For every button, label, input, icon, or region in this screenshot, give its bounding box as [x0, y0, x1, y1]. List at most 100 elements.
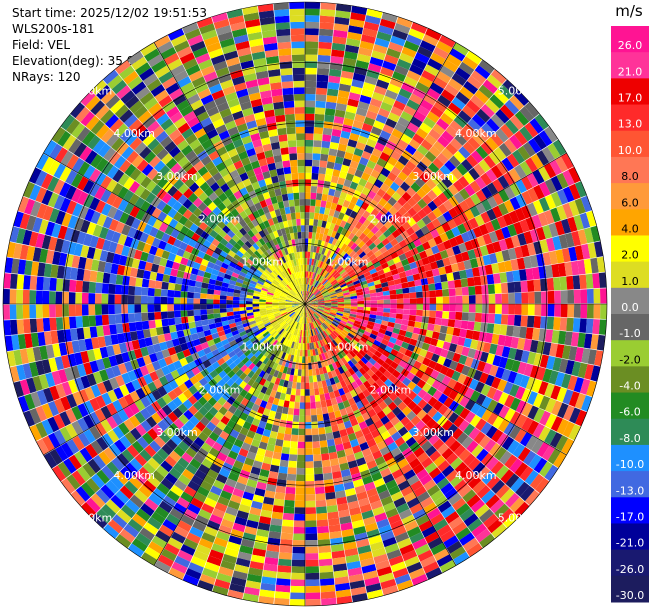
velocity-gate	[596, 334, 606, 351]
velocity-gate	[434, 317, 443, 326]
velocity-gate	[406, 275, 415, 282]
velocity-gate	[328, 314, 335, 319]
velocity-gate	[451, 96, 466, 110]
velocity-gate	[335, 183, 344, 192]
velocity-gate	[474, 89, 490, 104]
velocity-gate	[316, 274, 322, 282]
velocity-gate	[372, 450, 383, 460]
velocity-gate	[306, 284, 308, 291]
velocity-gate	[249, 507, 262, 516]
velocity-gate	[439, 348, 449, 358]
velocity-gate	[506, 325, 514, 337]
velocity-gate	[437, 500, 452, 513]
velocity-gate	[291, 566, 305, 574]
velocity-gate	[374, 512, 388, 523]
velocity-gate	[332, 339, 339, 347]
velocity-gate	[364, 453, 375, 464]
velocity-gate	[458, 419, 470, 432]
velocity-gate	[366, 8, 383, 19]
velocity-gate	[55, 304, 63, 318]
velocity-gate	[333, 23, 349, 32]
velocity-gate	[342, 158, 352, 167]
velocity-gate	[310, 286, 314, 293]
velocity-gate	[331, 280, 338, 287]
velocity-gate	[319, 22, 334, 30]
velocity-gate	[423, 93, 437, 106]
velocity-gate	[317, 296, 324, 300]
velocity-gate	[476, 108, 491, 123]
velocity-gate	[144, 546, 161, 560]
velocity-gate	[305, 277, 307, 285]
velocity-gate	[344, 370, 352, 378]
velocity-gate	[295, 388, 301, 396]
velocity-gate	[369, 289, 377, 294]
velocity-gate	[332, 261, 338, 269]
velocity-gate	[449, 120, 463, 133]
velocity-gate	[487, 284, 496, 294]
velocity-gate	[173, 502, 187, 515]
velocity-gate	[308, 285, 311, 292]
velocity-gate	[314, 321, 319, 328]
velocity-gate	[420, 496, 434, 509]
velocity-gate	[22, 304, 30, 319]
velocity-gate	[351, 154, 362, 163]
velocity-gate	[555, 344, 565, 359]
velocity-gate	[329, 222, 336, 231]
velocity-gate	[335, 314, 343, 318]
velocity-gate	[377, 107, 390, 118]
velocity-gate	[346, 247, 354, 256]
velocity-gate	[512, 443, 526, 458]
velocity-gate	[459, 466, 473, 480]
velocity-gate	[527, 391, 538, 405]
velocity-gate	[375, 265, 383, 272]
velocity-gate	[259, 304, 266, 307]
velocity-gate	[346, 38, 361, 47]
velocity-gate	[379, 354, 388, 362]
velocity-gate	[227, 472, 240, 482]
velocity-gate	[376, 566, 393, 577]
velocity-gate	[407, 280, 416, 288]
velocity-gate	[341, 364, 348, 373]
velocity-gate	[383, 299, 391, 304]
velocity-gate	[460, 231, 471, 243]
velocity-gate	[387, 246, 396, 255]
velocity-gate	[579, 318, 587, 333]
velocity-gate	[285, 420, 293, 429]
velocity-gate	[418, 75, 433, 88]
velocity-gate	[496, 215, 508, 229]
velocity-gate	[187, 285, 195, 293]
velocity-gate	[294, 513, 305, 521]
velocity-gate	[339, 428, 348, 438]
velocity-gate	[448, 155, 461, 168]
velocity-gate	[158, 524, 174, 538]
velocity-gate	[376, 358, 385, 366]
velocity-gate	[510, 336, 519, 349]
velocity-gate	[336, 291, 343, 296]
velocity-gate	[305, 93, 316, 101]
velocity-gate	[368, 317, 376, 323]
velocity-gate	[286, 340, 291, 347]
velocity-gate	[320, 446, 329, 455]
velocity-gate	[406, 186, 417, 197]
velocity-gate	[310, 307, 316, 313]
velocity-gate	[563, 405, 575, 421]
velocity-gate	[442, 386, 453, 397]
velocity-gate	[396, 351, 405, 360]
velocity-gate	[235, 394, 245, 404]
velocity-gate	[256, 481, 267, 491]
velocity-gate	[351, 5, 368, 15]
velocity-gate	[328, 524, 341, 533]
velocity-gate	[325, 328, 332, 335]
velocity-gate	[379, 18, 396, 30]
velocity-gate	[490, 113, 505, 128]
velocity-gate	[324, 392, 331, 401]
velocity-gate	[347, 332, 355, 339]
velocity-gate	[406, 497, 420, 509]
velocity-gate	[289, 599, 305, 606]
velocity-gate	[433, 324, 442, 333]
velocity-gate	[269, 353, 276, 361]
velocity-gate	[456, 432, 469, 445]
velocity-gate	[467, 136, 481, 150]
velocity-gate	[307, 245, 312, 252]
velocity-gate	[276, 342, 282, 350]
